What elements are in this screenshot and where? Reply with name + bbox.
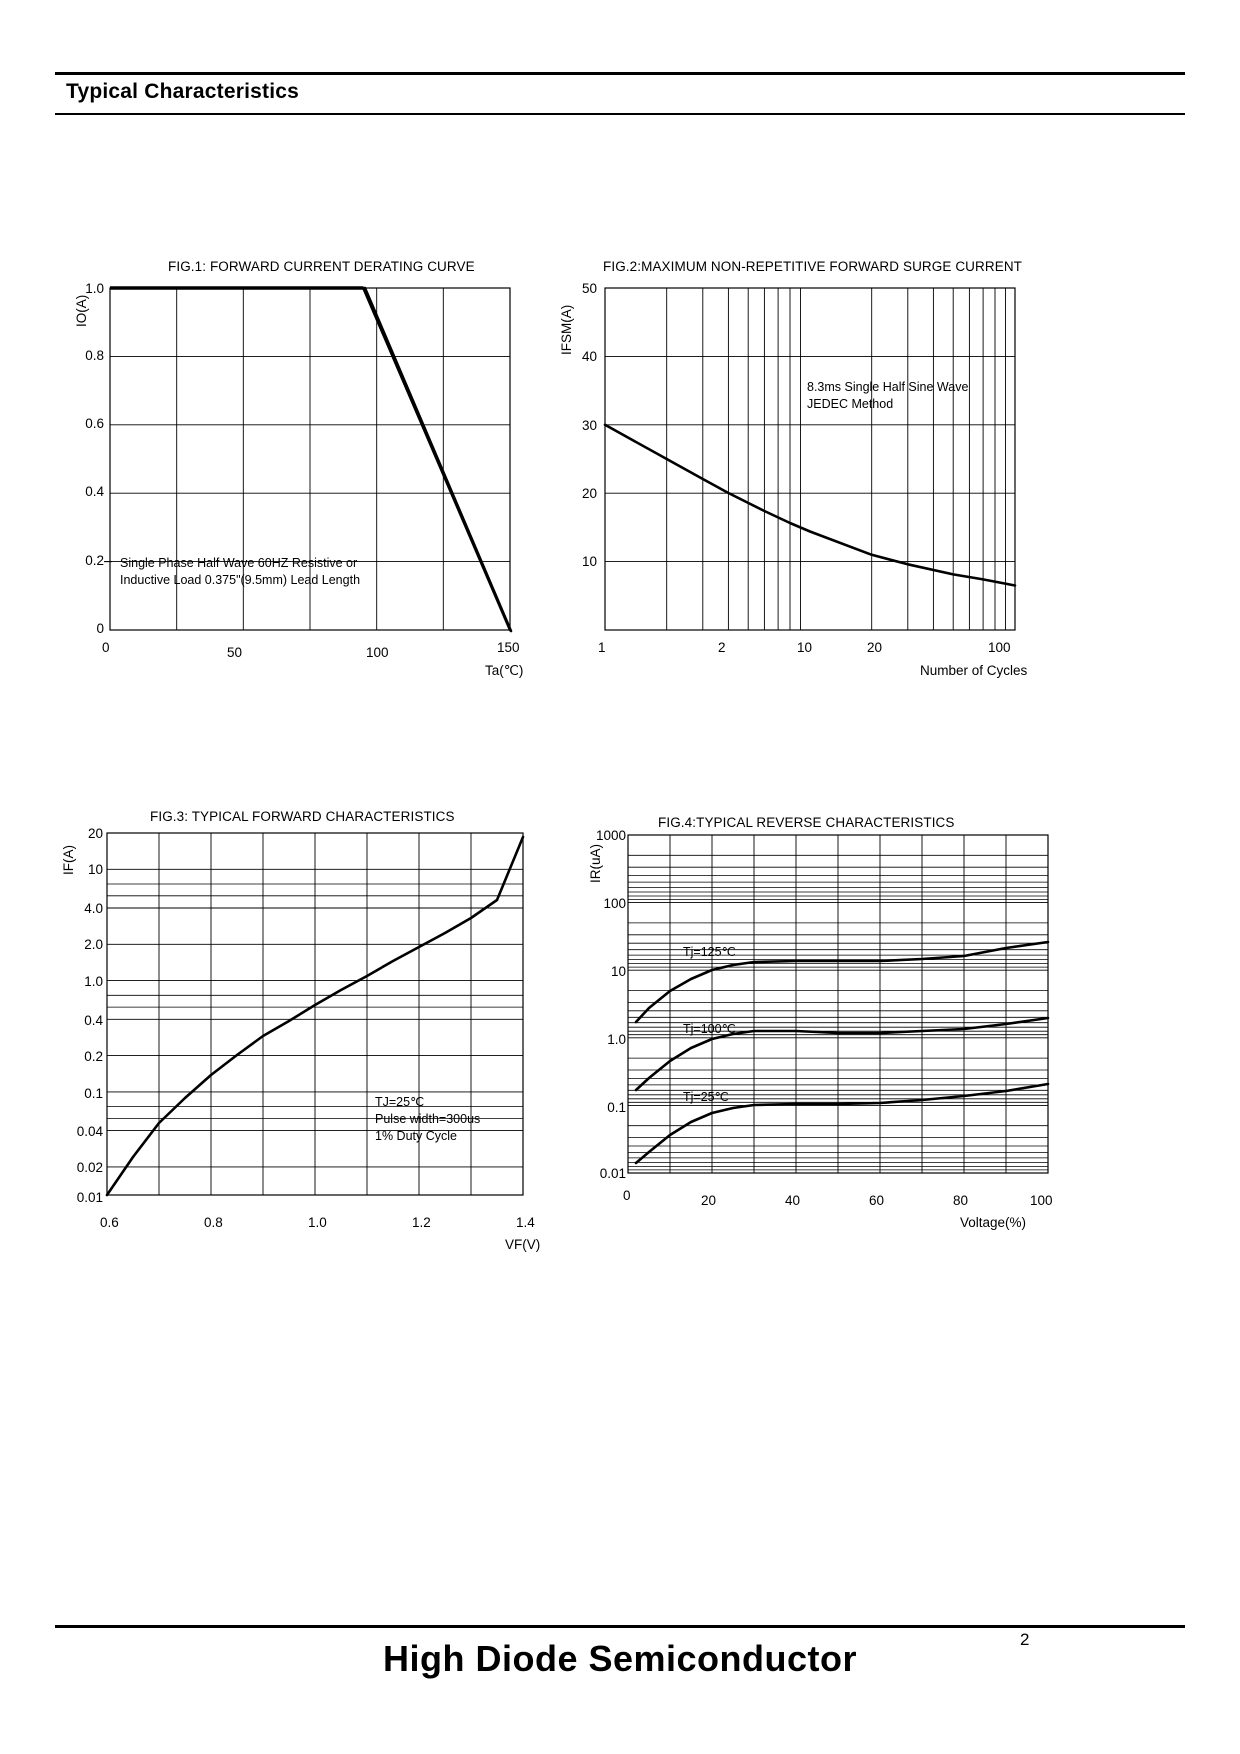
fig2-ytick-40: 40	[581, 349, 597, 364]
fig4-xtick-80: 80	[953, 1193, 969, 1208]
fig3-xtick-1.0: 1.0	[308, 1215, 327, 1230]
figure-4-typical-reverse-characteristics: FIG.4:TYPICAL REVERSE CHARACTERISTICS IR…	[560, 805, 1080, 1245]
fig4-xtick-100: 100	[1030, 1193, 1053, 1208]
fig1-xtick-50: 50	[227, 645, 243, 660]
fig3-ytick-1.0: 1.0	[84, 974, 103, 989]
fig3-annotation: TJ=25℃ Pulse width=300us 1% Duty Cycle	[375, 1094, 480, 1145]
fig2-xtick-1: 1	[598, 640, 606, 655]
header-rule-top	[55, 72, 1185, 75]
fig3-ytick-2.0: 2.0	[84, 937, 103, 952]
fig3-annotation-line-1: TJ=25℃	[375, 1095, 425, 1109]
fig4-ytick-1000: 1000	[595, 828, 626, 843]
fig1-ytick-1.0: 1.0	[85, 281, 104, 296]
fig1-x-axis-label: Ta(℃)	[485, 663, 524, 678]
fig3-ytick-4.0: 4.0	[84, 901, 103, 916]
fig3-ytick-0.2: 0.2	[84, 1049, 103, 1064]
fig4-ytick-0.1: 0.1	[607, 1100, 626, 1115]
fig3-annotation-line-2: Pulse width=300us	[375, 1111, 481, 1126]
fig3-ytick-0.02: 0.02	[76, 1160, 103, 1175]
fig1-ytick-0: 0	[96, 621, 104, 636]
fig2-annotation-line-1: 8.3ms Single Half Sine Wave	[807, 380, 969, 394]
fig2-xtick-20: 20	[867, 640, 883, 655]
page-title: Typical Characteristics	[66, 80, 299, 103]
fig3-ytick-0.1: 0.1	[84, 1086, 103, 1101]
fig3-title: FIG.3: TYPICAL FORWARD CHARACTERISTICS	[150, 809, 455, 824]
fig3-xtick-1.4: 1.4	[516, 1215, 535, 1230]
fig4-plot	[627, 834, 1050, 1174]
header-rule-bottom	[55, 113, 1185, 115]
fig3-x-axis-label: VF(V)	[505, 1237, 541, 1252]
figure-3-typical-forward-characteristics: FIG.3: TYPICAL FORWARD CHARACTERISTICS I…	[45, 805, 565, 1252]
fig2-title: FIG.2:MAXIMUM NON-REPETITIVE FORWARD SUR…	[603, 259, 1023, 274]
fig2-xtick-10: 10	[797, 640, 813, 655]
fig1-annotation-line-1: Single Phase Half Wave 60HZ Resistive or	[120, 556, 358, 570]
company-name: High Diode Semiconductor	[382, 1638, 858, 1679]
fig1-plot	[104, 286, 513, 633]
fig4-ytick-100: 100	[603, 896, 626, 911]
fig4-ytick-10: 10	[610, 964, 626, 979]
fig4-xtick-20: 20	[701, 1193, 717, 1208]
fig1-xtick-100: 100	[366, 645, 389, 660]
fig2-plot	[603, 287, 1017, 631]
fig1-xtick-0: 0	[102, 640, 110, 655]
fig3-ytick-0.04: 0.04	[76, 1124, 103, 1139]
fig1-ytick-0.2: 0.2	[85, 553, 104, 568]
fig3-ytick-20: 20	[87, 826, 103, 841]
figure-1-forward-current-derating-curve: FIG.1: FORWARD CURRENT DERATING CURVE IO…	[60, 255, 560, 678]
fig4-x-axis-label: Voltage(%)	[960, 1215, 1027, 1230]
fig4-ytick-0.01: 0.01	[599, 1166, 626, 1181]
fig3-xtick-1.2: 1.2	[412, 1215, 431, 1230]
fig4-xtick-40: 40	[785, 1193, 801, 1208]
footer-rule	[55, 1625, 1185, 1628]
fig3-ytick-10: 10	[87, 862, 103, 877]
fig2-ytick-50: 50	[581, 281, 597, 296]
fig4-series-label-tj100: Tj=100℃	[683, 1022, 736, 1036]
fig4-series-label-tj25: Tj=25℃	[683, 1090, 729, 1104]
fig3-annotation-line-3: 1% Duty Cycle	[375, 1128, 457, 1143]
fig3-plot	[105, 832, 525, 1197]
fig2-ytick-20: 20	[581, 486, 597, 501]
fig3-xtick-0.8: 0.8	[204, 1215, 223, 1230]
fig1-ytick-0.8: 0.8	[85, 348, 104, 363]
fig4-title: FIG.4:TYPICAL REVERSE CHARACTERISTICS	[658, 815, 955, 830]
fig4-xtick-60: 60	[869, 1193, 885, 1208]
fig2-xtick-100: 100	[988, 640, 1011, 655]
fig4-xtick-0: 0	[623, 1188, 631, 1203]
fig3-xtick-0.6: 0.6	[100, 1215, 119, 1230]
fig2-x-axis-label: Number of Cycles	[920, 663, 1028, 678]
page-number: 2	[1020, 1630, 1030, 1649]
fig1-ytick-0.6: 0.6	[85, 416, 104, 431]
fig3-ytick-0.01: 0.01	[76, 1190, 103, 1205]
fig1-title: FIG.1: FORWARD CURRENT DERATING CURVE	[168, 259, 475, 274]
fig1-annotation: Single Phase Half Wave 60HZ Resistive or…	[120, 555, 360, 589]
fig2-ytick-10: 10	[581, 554, 597, 569]
fig4-ytick-1.0: 1.0	[607, 1032, 626, 1047]
fig1-xtick-150: 150	[497, 640, 520, 655]
fig2-xtick-2: 2	[718, 640, 726, 655]
fig1-ytick-0.4: 0.4	[85, 484, 104, 499]
fig2-ytick-30: 30	[581, 418, 597, 433]
fig1-annotation-line-2: Inductive Load 0.375"(9.5mm) Lead Length	[120, 572, 361, 587]
fig3-ytick-0.4: 0.4	[84, 1013, 103, 1028]
figure-2-maximum-non-repetitive-forward-surge-current: FIG.2:MAXIMUM NON-REPETITIVE FORWARD SUR…	[545, 255, 1065, 678]
